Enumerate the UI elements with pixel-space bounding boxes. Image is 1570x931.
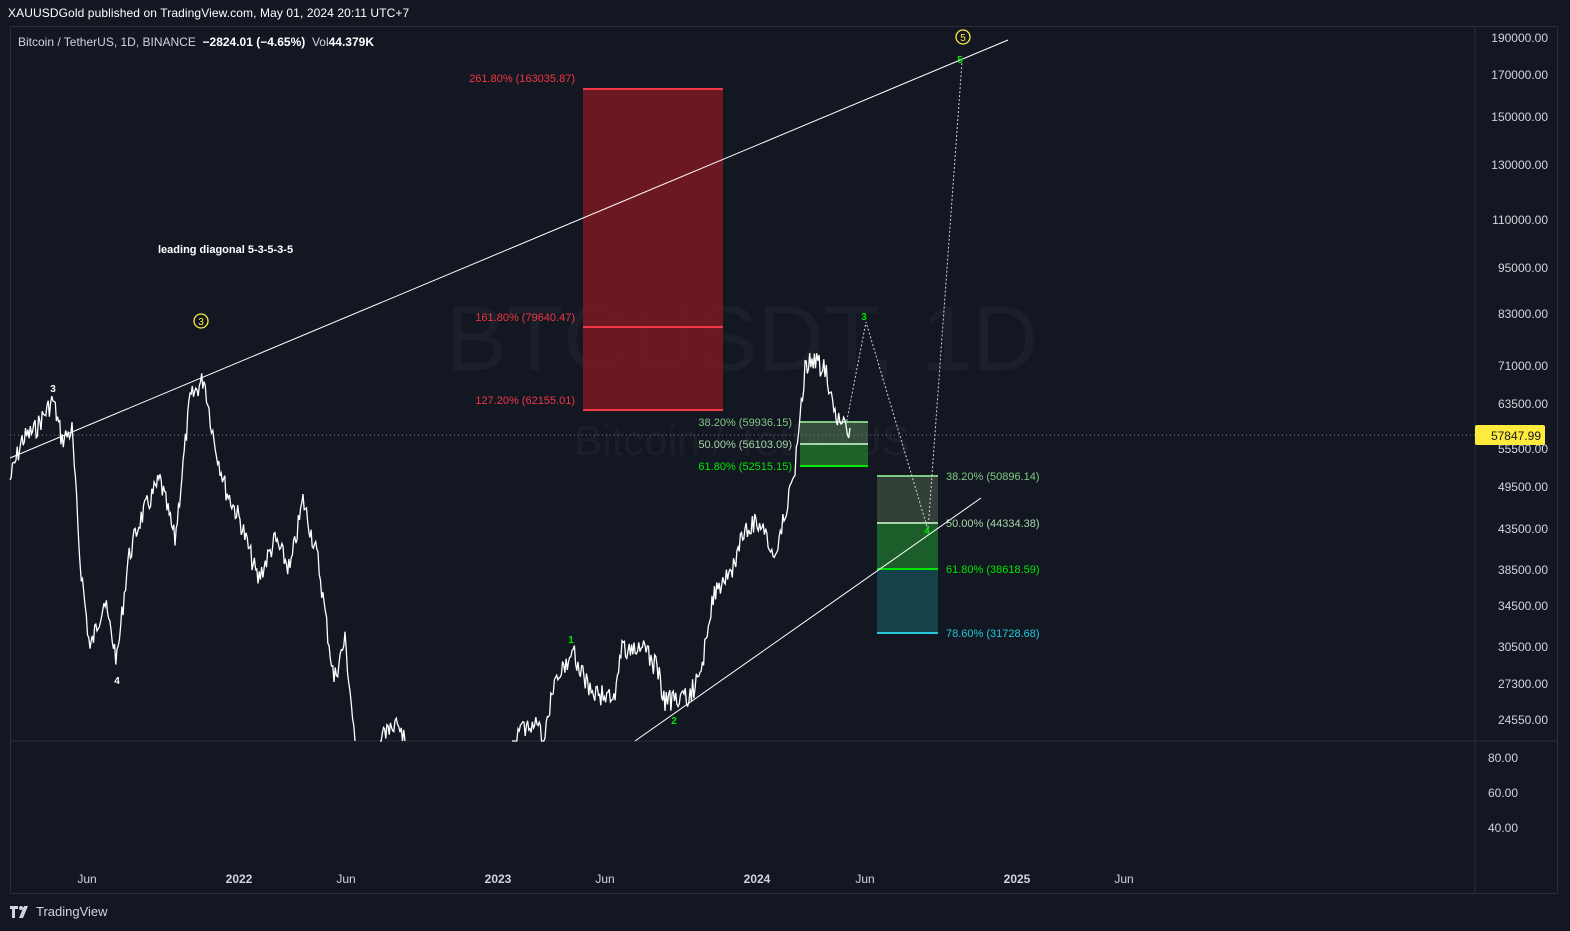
current-price-badge: [1475, 425, 1545, 445]
price-axis[interactable]: 190000.00 170000.00 150000.00 130000.00 1100…: [1491, 31, 1548, 727]
price-tick-label: 43500.00: [1498, 522, 1548, 536]
volume-label: Vol: [311, 35, 329, 49]
far-zone-c: [877, 569, 938, 633]
indicator-axis[interactable]: 80.00 60.00 40.00: [1488, 751, 1518, 835]
near-label-382: 38.20% (59936.15): [698, 417, 792, 429]
lower-trendline[interactable]: [634, 497, 982, 742]
price-tick-label: 150000.00: [1491, 110, 1548, 124]
time-tick-label: Jun: [336, 872, 355, 886]
price-tick-label: 49500.00: [1498, 480, 1548, 494]
time-tick-label: Jun: [1114, 872, 1133, 886]
circled-5-ring: [955, 29, 971, 45]
ext-label-261: 261.80% (163035.87): [469, 73, 575, 85]
wave-label-2-green: 2: [671, 716, 677, 727]
price-tick-label: 55500.00: [1498, 442, 1548, 456]
price-tick-label: 83000.00: [1498, 307, 1548, 321]
wave-label-1-green: 1: [568, 635, 574, 646]
near-label-618: 61.80% (52515.15): [698, 461, 792, 473]
time-tick-label: 2023: [485, 872, 512, 886]
tradingview-logo[interactable]: TradingView: [10, 904, 108, 919]
price-tick-label: 38500.00: [1498, 563, 1548, 577]
footer-brand-text: TradingView: [36, 904, 108, 919]
pattern-label: leading diagonal 5-3-5-3-5: [158, 244, 293, 256]
time-tick-label: Jun: [77, 872, 96, 886]
near-retrace-zone-a: [800, 422, 868, 444]
publish-header: XAUUSDGold published on TradingView.com,…: [8, 6, 410, 20]
far-zone-a: [877, 476, 938, 523]
time-axis[interactable]: Jun 2022 Jun 2023 Jun 2024 Jun 2025 Jun: [77, 872, 1133, 886]
price-tick-label: 71000.00: [1498, 359, 1548, 373]
ext-label-127: 127.20% (62155.01): [475, 395, 575, 407]
tradingview-icon: [10, 905, 28, 918]
near-label-500: 50.00% (56103.09): [698, 439, 792, 451]
time-tick-label: 2025: [1004, 872, 1031, 886]
projection-path: [845, 61, 963, 531]
symbol-info: Bitcoin / TetherUS, 1D, BINANCE −2824.01…: [18, 35, 374, 49]
ext-label-161: 161.80% (79640.47): [475, 312, 575, 324]
wave-label-3-green: 3: [861, 312, 867, 323]
symbol-change: −2824.01 (−4.65%): [202, 35, 306, 49]
indicator-tick-label: 40.00: [1488, 821, 1518, 835]
current-price-value: 57847.99: [1491, 429, 1541, 443]
price-series: [9, 373, 356, 742]
price-tick-label: 130000.00: [1491, 158, 1548, 172]
price-tick-label: 110000.00: [1492, 213, 1548, 227]
wave-label-5-green: 5: [957, 55, 963, 66]
circled-3-ring: [193, 313, 209, 329]
indicator-tick-label: 80.00: [1488, 751, 1518, 765]
wave-label-4-white: 4: [114, 676, 120, 687]
upper-trendline[interactable]: [9, 39, 1009, 459]
price-tick-label: 190000.00: [1491, 31, 1548, 45]
near-retrace-zone-b: [800, 444, 868, 466]
far-label-500: 50.00% (44334.38): [946, 518, 1040, 530]
volume-value: 44.379K: [328, 35, 374, 49]
indicator-tick-label: 60.00: [1488, 786, 1518, 800]
circled-3-label: 3: [198, 317, 204, 328]
price-tick-label: 24550.00: [1498, 713, 1548, 727]
wave-label-3-white: 3: [50, 384, 56, 395]
far-label-786: 78.60% (31728.68): [946, 628, 1040, 640]
time-tick-label: 2022: [226, 872, 253, 886]
price-tick-label: 30500.00: [1498, 640, 1548, 654]
price-series-segment: [512, 352, 851, 742]
chart-frame: [10, 26, 1558, 894]
price-tick-label: 34500.00: [1498, 599, 1548, 613]
far-label-618: 61.80% (38618.59): [946, 564, 1040, 576]
symbol-name: Bitcoin / TetherUS, 1D, BINANCE: [18, 35, 196, 49]
far-label-382: 38.20% (50896.14): [946, 471, 1040, 483]
time-tick-label: Jun: [855, 872, 874, 886]
price-tick-label: 170000.00: [1491, 68, 1548, 82]
price-series-segment: [380, 716, 406, 742]
circled-5-label: 5: [960, 33, 966, 44]
time-tick-label: Jun: [595, 872, 614, 886]
price-tick-label: 27300.00: [1498, 677, 1548, 691]
time-tick-label: 2024: [744, 872, 771, 886]
wave-label-4-green: 4: [924, 526, 930, 537]
price-tick-label: 63500.00: [1498, 397, 1548, 411]
extension-zone: [583, 89, 723, 410]
watermark-ticker: BTCUSDT, 1D: [446, 288, 1039, 390]
price-tick-label: 95000.00: [1498, 261, 1548, 275]
far-zone-b: [877, 523, 938, 569]
